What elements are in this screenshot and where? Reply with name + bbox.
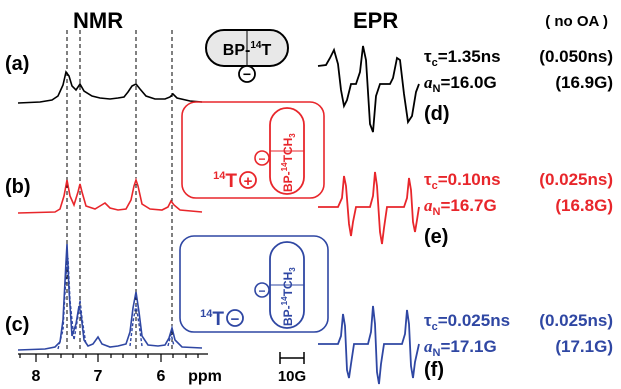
capsule-middle: BP-14TCH3 − 14T +: [181, 101, 325, 199]
tau-c-value: τc=1.35ns: [424, 47, 501, 69]
nmr-header: NMR: [73, 8, 123, 33]
nmr-guide-lines: [66, 30, 173, 352]
nmr-tick-label-6: 6: [157, 368, 166, 385]
capsule-bottom: BP-14TCH3 − 14T −: [179, 235, 329, 333]
params-note: ( no OA ): [545, 13, 608, 30]
capsule-top-label: BP-14T: [223, 40, 272, 59]
epr-spectrum-f: [318, 305, 420, 385]
capsule-middle-guest-charge: +: [244, 173, 253, 190]
panel-label-d: (d): [424, 103, 450, 125]
epr-header: EPR: [353, 8, 398, 33]
panel-label-a: (a): [5, 53, 29, 75]
a-n-value: aN=16.7G: [424, 196, 497, 218]
capsule-bottom-guest-label: 14T: [200, 308, 224, 330]
capsule-middle-host-label: BP-14TCH3: [280, 133, 297, 192]
capsule-middle-guest-charge-badge: [239, 171, 257, 189]
capsule-top-charge-badge: [238, 65, 256, 83]
a-n-reference: (16.8G): [555, 196, 613, 215]
nmr-spectrum-c: [17, 243, 203, 351]
tau-c-reference: (0.050ns): [539, 47, 613, 66]
nmr-tick-label-7: 7: [94, 368, 103, 385]
params-row-c: τc=0.025ns (0.025ns) aN=17.1G (17.1G): [424, 311, 613, 359]
a-n-reference: (16.9G): [555, 73, 613, 92]
params-row-a: τc=1.35ns (0.050ns) aN=16.0G (16.9G): [424, 47, 613, 95]
capsule-top-charge: −: [243, 66, 251, 82]
epr-spectrum-d: [317, 45, 420, 133]
panel-label-e: (e): [424, 226, 448, 248]
capsule-bottom-guest-charge: −: [231, 311, 240, 328]
epr-spectrum-e: [318, 171, 420, 245]
tau-c-reference: (0.025ns): [539, 311, 613, 330]
a-n-value: aN=17.1G: [424, 337, 497, 359]
capsule-middle-guest-label: 14T: [213, 170, 237, 192]
nmr-spectrum-a: [17, 70, 203, 104]
nmr-spectrum-b: [17, 177, 203, 214]
capsule-bottom-host-label: BP-14TCH3: [280, 267, 297, 326]
tau-c-reference: (0.025ns): [539, 170, 613, 189]
capsule-bottom-frame: [179, 235, 329, 333]
nmr-axis: [18, 353, 208, 362]
capsule-bottom-guest-charge-badge: [226, 309, 244, 327]
capsule-bottom-host-charge: −: [258, 284, 265, 298]
panel-label-b: (b): [5, 176, 31, 198]
capsule-middle-frame: [181, 101, 325, 199]
panel-label-f: (f): [424, 359, 444, 381]
nmr-axis-unit: ppm: [188, 368, 222, 385]
capsule-middle-host-charge-badge: [254, 150, 270, 166]
nmr-spectrum-c-dashed: [57, 257, 175, 350]
nmr-tick-label-8: 8: [32, 368, 41, 385]
a-n-value: aN=16.0G: [424, 73, 497, 95]
tau-c-value: τc=0.10ns: [424, 170, 501, 192]
params-row-b: τc=0.10ns (0.025ns) aN=16.7G (16.8G): [424, 170, 613, 218]
panel-label-c: (c): [5, 314, 29, 336]
capsule-middle-host-charge: −: [258, 152, 265, 166]
capsule-top: BP-14T −: [205, 29, 289, 83]
scale-bar: [279, 352, 305, 364]
capsule-bottom-host-charge-badge: [254, 282, 270, 298]
scale-bar-label: 10G: [278, 368, 306, 385]
a-n-reference: (17.1G): [555, 337, 613, 356]
tau-c-value: τc=0.025ns: [424, 311, 510, 333]
